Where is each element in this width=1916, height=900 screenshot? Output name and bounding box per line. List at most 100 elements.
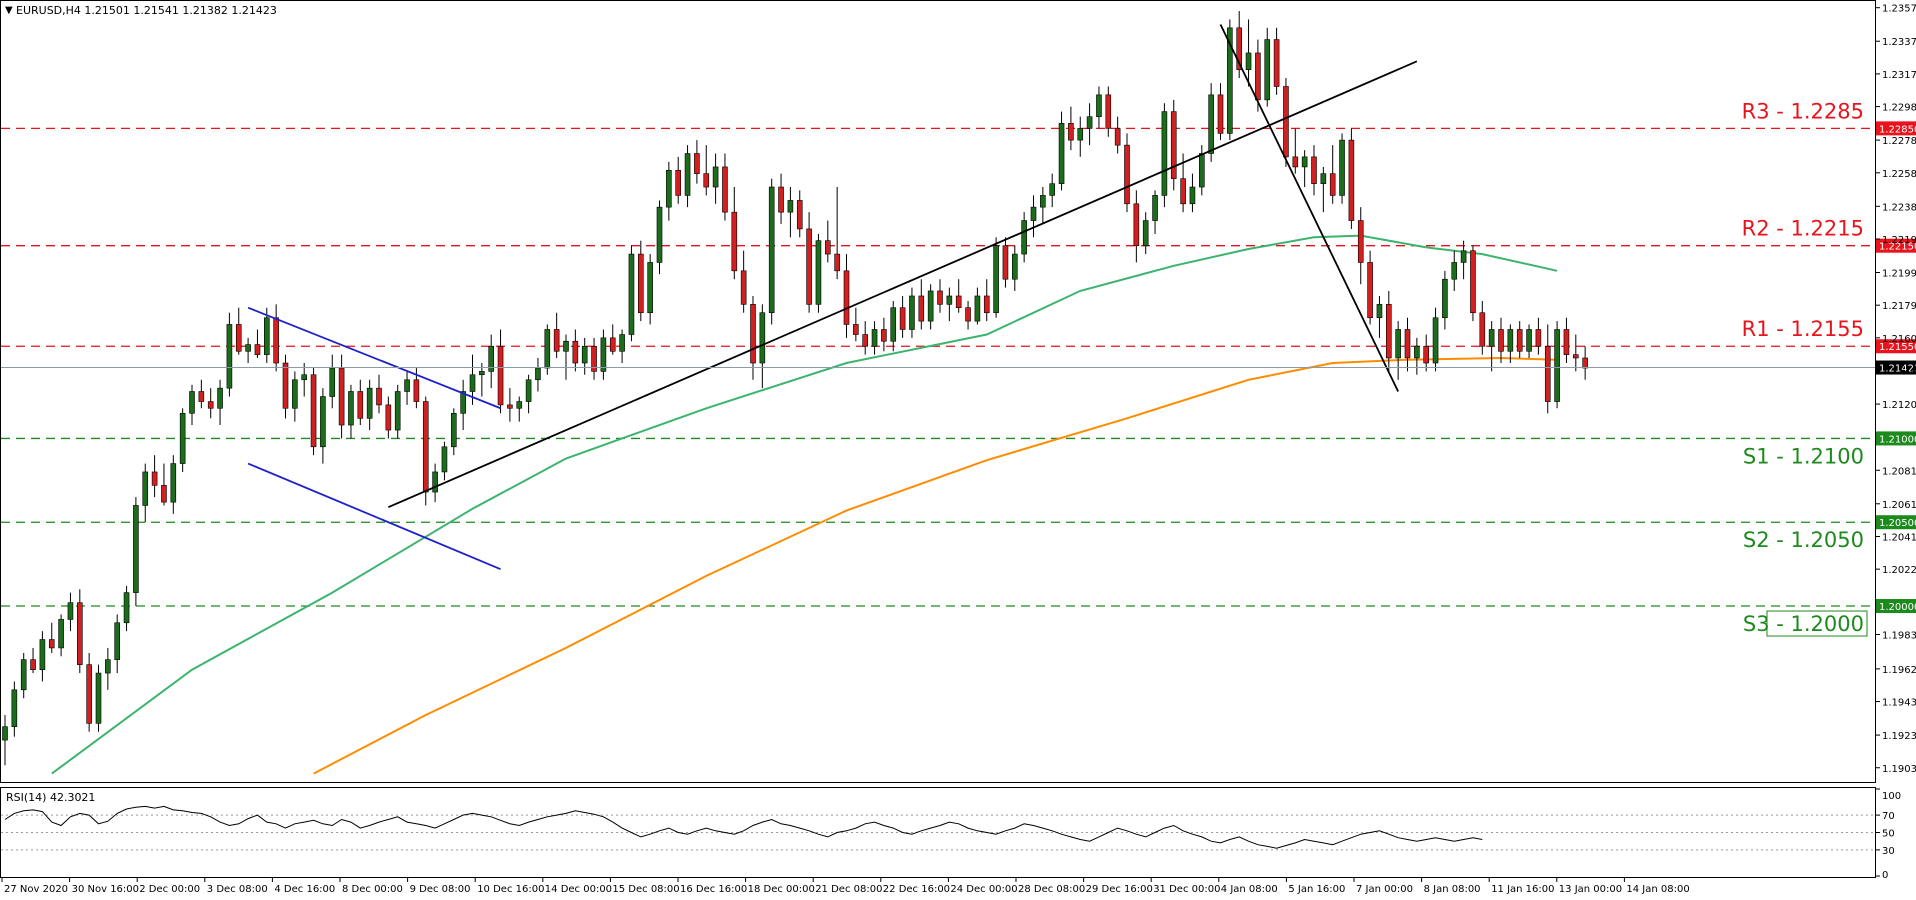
candle-body	[1573, 354, 1579, 359]
y-tick-label: 1.20810	[1882, 466, 1916, 477]
candle-body	[1329, 173, 1336, 196]
candle	[1011, 245, 1018, 291]
candle	[30, 647, 36, 674]
candle	[591, 337, 597, 380]
candle-body	[1404, 329, 1411, 359]
candle-body	[572, 340, 579, 364]
candle-body	[357, 391, 364, 419]
candle	[675, 156, 682, 204]
candle	[235, 307, 242, 355]
candle-body	[1470, 250, 1476, 314]
x-tick-label: 11 Jan 16:00	[1491, 884, 1554, 895]
candle	[105, 647, 111, 690]
candle-body	[1283, 86, 1289, 158]
candle-body	[329, 367, 336, 397]
candle	[1582, 346, 1588, 380]
y-tick-label: 1.21405	[1882, 367, 1916, 378]
candle	[151, 455, 158, 498]
candle-body	[479, 371, 485, 376]
rsi-tick-label: 100	[1882, 791, 1901, 802]
chevron-down-icon[interactable]: ▼	[5, 5, 13, 16]
candle-body	[432, 471, 438, 493]
main-panel-frame	[0, 0, 1876, 783]
candle-body	[77, 602, 83, 665]
candle-body	[796, 200, 803, 230]
level-tag-text-s1: 1.21000	[1879, 434, 1916, 445]
y-tick-label: 1.23370	[1882, 37, 1916, 48]
y-tick-label: 1.21600	[1882, 334, 1916, 345]
candle	[198, 379, 205, 409]
y-tick-label: 1.20610	[1882, 500, 1916, 511]
candle	[1096, 86, 1102, 129]
candle-body	[67, 602, 74, 620]
candle-body	[628, 253, 635, 335]
candle	[1040, 187, 1046, 224]
candle	[376, 374, 382, 414]
candle	[656, 200, 663, 275]
candle	[170, 455, 177, 514]
candle-body	[189, 391, 195, 414]
candle	[1058, 111, 1065, 191]
candle	[1554, 321, 1560, 409]
candle-body	[1002, 245, 1009, 280]
candle-body	[170, 463, 177, 503]
candle-body	[525, 379, 532, 402]
candle-body	[11, 689, 18, 727]
candle	[1114, 116, 1121, 154]
candle-body	[1320, 173, 1327, 184]
candle-body	[422, 401, 429, 493]
candle-body	[637, 253, 644, 314]
candle-body	[292, 379, 298, 409]
candle-body	[1348, 139, 1355, 221]
level-label-r3: R3 - 1.2285	[1742, 99, 1864, 123]
candle	[740, 250, 747, 313]
candle	[871, 321, 878, 355]
y-tick-label: 1.22780	[1882, 136, 1916, 147]
candle	[1414, 337, 1420, 375]
trendline-channel-upper	[247, 306, 501, 410]
trendline-uptrend	[387, 60, 1418, 508]
candle-body	[1339, 139, 1345, 196]
level-label-s2: S2 - 1.2050	[1743, 528, 1864, 552]
candle	[77, 589, 83, 674]
candle	[881, 317, 887, 352]
candle	[1086, 103, 1093, 146]
candle-body	[1582, 357, 1588, 369]
candle	[1329, 145, 1336, 204]
candle	[918, 279, 925, 330]
x-tick-label: 22 Dec 16:00	[883, 884, 950, 895]
candle	[712, 153, 719, 204]
candle-body	[217, 387, 223, 409]
candle	[1348, 128, 1355, 229]
candle	[1021, 212, 1027, 263]
candle-body	[1479, 312, 1486, 347]
candle	[338, 354, 345, 439]
candle-body	[740, 270, 747, 305]
candle	[1507, 324, 1514, 364]
candle	[1423, 334, 1429, 372]
candle-body	[404, 379, 410, 392]
candle-body	[1236, 27, 1242, 71]
candle-body	[1189, 186, 1196, 205]
candle-body	[946, 295, 953, 305]
candle-body	[862, 334, 869, 347]
candle-body	[563, 340, 569, 352]
candle-body	[507, 404, 513, 409]
candle-body	[909, 295, 915, 330]
trendline-channel-lower	[247, 462, 501, 570]
candle	[1544, 324, 1551, 414]
candle-body	[759, 312, 766, 364]
level-label-s3: S3 - 1.2000	[1743, 612, 1864, 636]
candle	[1133, 190, 1140, 263]
level-label-r2: R2 - 1.2215	[1742, 217, 1864, 241]
y-tick-label: 1.20415	[1882, 532, 1916, 543]
candle-body	[320, 396, 326, 448]
candle-body	[133, 505, 139, 593]
candle	[1488, 321, 1495, 372]
candle	[207, 388, 214, 419]
candle	[824, 220, 831, 263]
candle	[11, 681, 18, 737]
candle	[553, 312, 560, 358]
candle	[1030, 195, 1037, 238]
